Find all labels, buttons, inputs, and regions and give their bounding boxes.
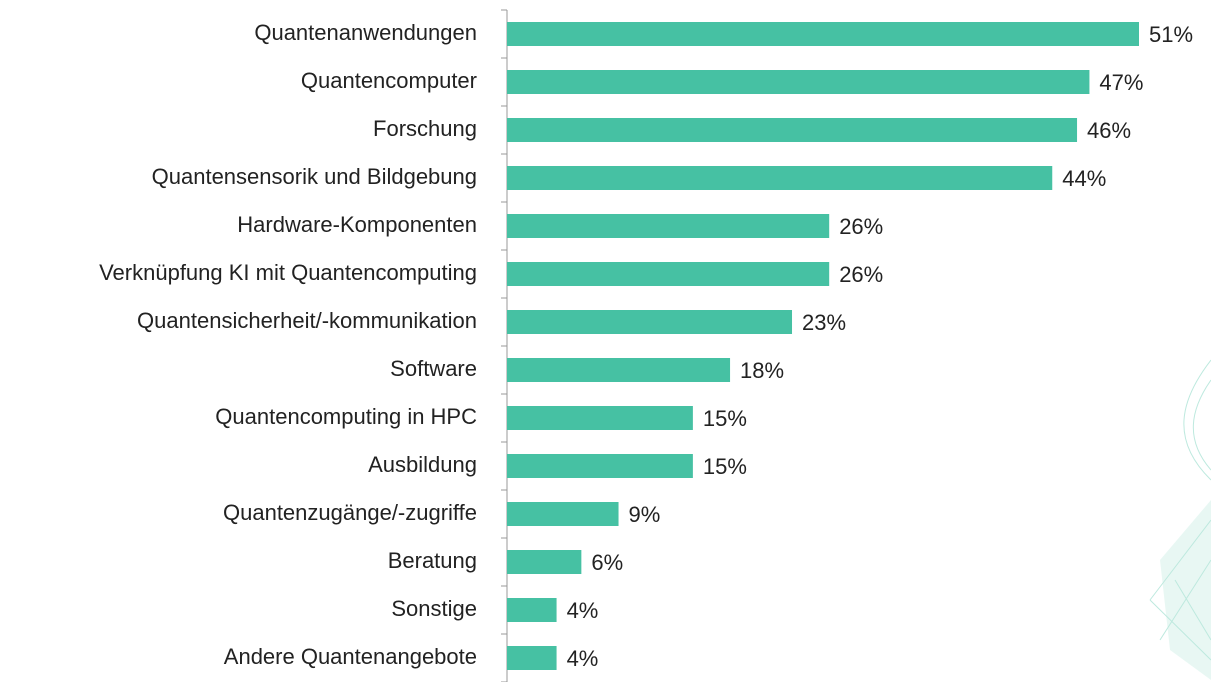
bar [507, 262, 829, 286]
category-label: Beratung [388, 548, 477, 573]
bar [507, 358, 730, 382]
category-label: Quantensicherheit/-kommunikation [137, 308, 477, 333]
value-label: 15% [703, 454, 747, 479]
value-label: 18% [740, 358, 784, 383]
category-label: Verknüpfung KI mit Quantencomputing [99, 260, 477, 285]
value-label: 15% [703, 406, 747, 431]
bar [507, 550, 581, 574]
value-label: 46% [1087, 118, 1131, 143]
value-label: 9% [629, 502, 661, 527]
bar [507, 502, 619, 526]
value-label: 4% [567, 646, 599, 671]
category-label: Forschung [373, 116, 477, 141]
value-label: 4% [567, 598, 599, 623]
bar [507, 70, 1089, 94]
category-label: Quantencomputing in HPC [215, 404, 477, 429]
chart: Quantenanwendungen 51% Quantencomputer 47% F… [0, 0, 1211, 682]
bar [507, 118, 1077, 142]
bar [507, 646, 557, 670]
category-label: Sonstige [391, 596, 477, 621]
value-label: 26% [839, 214, 883, 239]
value-label: 51% [1149, 22, 1193, 47]
bar [507, 310, 792, 334]
value-label: 26% [839, 262, 883, 287]
value-label: 44% [1062, 166, 1106, 191]
bar [507, 598, 557, 622]
category-label: Hardware-Komponenten [237, 212, 477, 237]
value-label: 23% [802, 310, 846, 335]
category-label: Ausbildung [368, 452, 477, 477]
category-label: Quantensensorik und Bildgebung [152, 164, 477, 189]
value-label: 47% [1099, 70, 1143, 95]
bar [507, 214, 829, 238]
bar [507, 22, 1139, 46]
category-label: Quantenanwendungen [254, 20, 477, 45]
decoration [1150, 360, 1211, 680]
bar [507, 166, 1052, 190]
value-label: 6% [591, 550, 623, 575]
category-label: Software [390, 356, 477, 381]
bar [507, 454, 693, 478]
page: Quantenanwendungen 51% Quantencomputer 47% F… [0, 0, 1211, 682]
category-label: Quantencomputer [301, 68, 477, 93]
bar [507, 406, 693, 430]
category-label: Andere Quantenangebote [224, 644, 477, 669]
category-label: Quantenzugänge/-zugriffe [223, 500, 477, 525]
